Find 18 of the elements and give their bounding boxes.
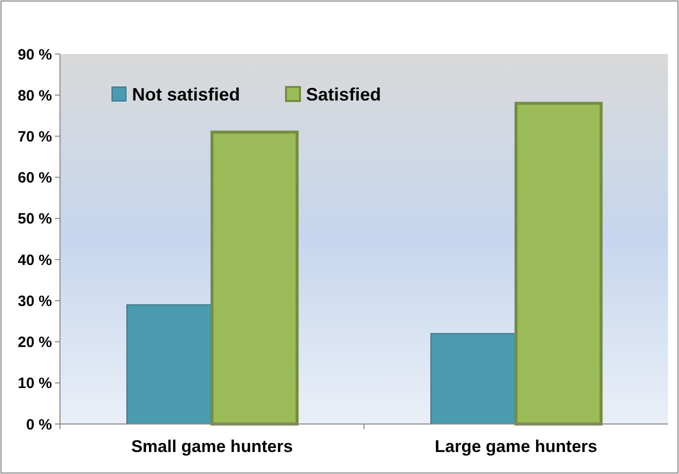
x-tick-label: Small game hunters [131,437,293,456]
y-tick-label: 30 % [18,292,52,310]
y-tick-label: 80 % [18,87,52,104]
y-tick-label: 70 % [18,128,52,146]
y-tick-label: 0 % [26,416,52,434]
y-tick-label: 90 % [18,46,52,64]
x-tick-label: Large game hunters [434,437,598,456]
legend-label: Not satisfied [132,84,240,104]
legend-label: Satisfied [306,84,382,104]
bar [430,333,516,424]
y-tick-label: 10 % [18,375,52,392]
y-tick-label: 50 % [18,210,52,228]
y-tick-label: 20 % [18,334,52,352]
bar [514,102,603,426]
bar [126,304,212,424]
y-tick-label: 60 % [18,170,52,187]
bar [210,130,299,426]
y-tick-label: 40 % [18,252,52,269]
